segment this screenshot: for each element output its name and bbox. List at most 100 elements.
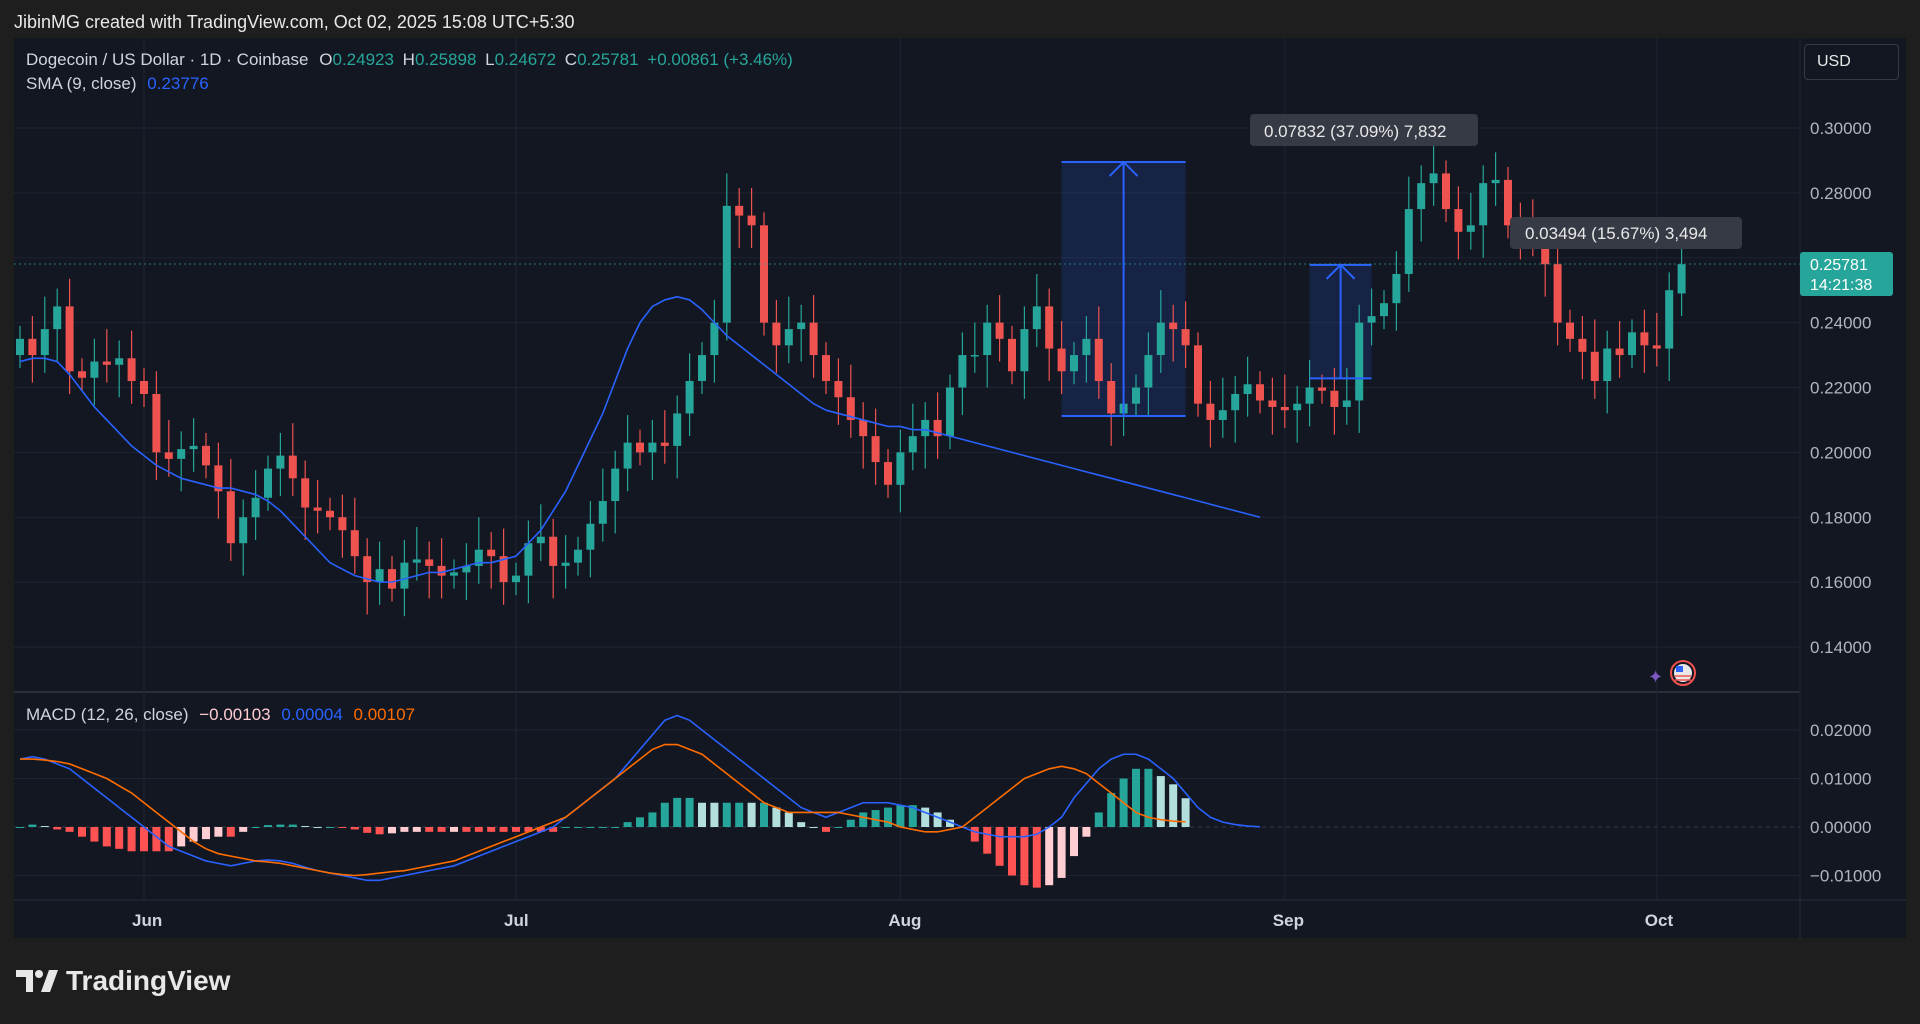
macd-bar: [1032, 827, 1041, 888]
candle-body: [1318, 387, 1326, 391]
candle-body: [1107, 381, 1116, 414]
candle-body: [474, 549, 483, 566]
candle-body: [1442, 173, 1450, 210]
candle-body: [1665, 290, 1674, 349]
sma-line: [19, 295, 1261, 583]
macd-bar: [115, 827, 124, 849]
candle-body: [884, 462, 892, 485]
macd-bar: [747, 802, 756, 827]
macd-bar: [276, 824, 285, 827]
currency-button[interactable]: USD: [1804, 44, 1899, 80]
candle-body: [53, 306, 62, 330]
price-axis: 0.300000.280000.260000.240000.220000.200…: [1810, 119, 1881, 886]
open-value: 0.24923: [332, 50, 394, 69]
candle-body: [1590, 351, 1599, 382]
candle-body: [871, 436, 880, 463]
macd-bar: [140, 827, 148, 852]
candle-body: [1045, 306, 1054, 349]
candle-body: [1541, 238, 1550, 265]
candle-body: [1355, 322, 1364, 401]
macd-bar: [797, 822, 806, 827]
macd-bar: [598, 827, 607, 828]
macd-bar: [202, 827, 210, 840]
measure-label-2[interactable]: 0.03494 (15.67%) 3,494: [1510, 217, 1742, 249]
candle-body: [1008, 338, 1016, 372]
candle-body: [16, 338, 24, 356]
tradingview-logo[interactable]: TradingView: [16, 965, 230, 997]
candle-body: [1578, 338, 1587, 352]
measure-arrow-head: [1325, 263, 1356, 280]
macd-bar: [350, 827, 359, 830]
measure-arrow-head: [1108, 160, 1139, 177]
candle-body: [115, 358, 124, 365]
macd-bar: [921, 807, 930, 827]
candle-body: [536, 536, 545, 544]
candle-body: [28, 338, 37, 356]
macd-bar: [884, 807, 892, 827]
low-label: L: [485, 50, 495, 69]
price-tick-label: 0.20000: [1810, 443, 1871, 462]
macd-bar: [487, 827, 496, 832]
last-price-countdown: 14:21:38: [1810, 277, 1872, 294]
macd-bar: [16, 827, 24, 828]
symbol-name[interactable]: Dogecoin / US Dollar · 1D · Coinbase: [26, 50, 309, 69]
candle-body: [1417, 183, 1426, 210]
close-label: C: [564, 50, 578, 69]
candle-body: [524, 543, 533, 576]
candle-body: [1156, 322, 1165, 356]
candle-body: [549, 536, 558, 566]
measure-label-1[interactable]: 0.07832 (37.09%) 7,832: [1250, 114, 1478, 146]
candle-body: [983, 322, 992, 356]
chart-frame[interactable]: [14, 38, 1906, 938]
event-flag-icon[interactable]: ✦: [1648, 660, 1696, 687]
macd-legend[interactable]: MACD (12, 26, close) −0.00103 0.00004 0.…: [26, 705, 415, 725]
macd-bar: [896, 805, 905, 827]
price-tick-label: 0.30000: [1810, 119, 1871, 138]
candle-body: [822, 355, 830, 382]
chart-attribution: JibinMG created with TradingView.com, Oc…: [14, 12, 575, 32]
macd-bar: [264, 825, 272, 827]
macd-bar: [1008, 827, 1016, 876]
macd-bar: [313, 827, 322, 828]
candle-body: [251, 497, 260, 518]
candle-body: [400, 562, 409, 589]
candle-body: [1218, 410, 1227, 420]
macd-bar: [623, 822, 632, 827]
macd-bar: [1156, 776, 1165, 827]
candle-body: [1553, 264, 1562, 323]
candle-body: [40, 329, 49, 356]
macd-bar: [933, 812, 942, 827]
candle-body: [1640, 332, 1649, 346]
macd-bar: [1181, 798, 1190, 827]
candle-body: [264, 468, 272, 498]
macd-bar: [1082, 827, 1091, 837]
candle-body: [586, 523, 595, 550]
candle-body: [921, 419, 930, 437]
macd-bar: [660, 802, 669, 827]
macd-bar: [834, 827, 843, 828]
candle-body: [1479, 183, 1488, 226]
low-value: 0.24672: [494, 50, 557, 69]
candle-body: [177, 449, 186, 459]
macd-bar: [636, 817, 644, 827]
candle-body: [1404, 209, 1413, 274]
macd-bar: [648, 812, 657, 827]
last-price-tag: 0.25781 14:21:38: [14, 252, 1893, 296]
candle-body: [152, 393, 161, 453]
candle-body: [834, 381, 843, 398]
macd-bar: [772, 807, 781, 827]
candle-body: [1243, 384, 1252, 394]
macd-bar: [288, 824, 297, 827]
candle-body: [276, 455, 285, 469]
candle-body: [1429, 173, 1438, 184]
macd-bar: [53, 827, 62, 830]
macd-bar: [102, 827, 111, 847]
macd-tick-label: 0.00000: [1810, 818, 1871, 837]
high-value: 0.25898: [414, 50, 477, 69]
macd-bar: [859, 812, 868, 827]
sparkle-icon: ✦: [1648, 667, 1663, 687]
macd-bar: [698, 802, 706, 827]
sma-legend[interactable]: SMA (9, close) 0.23776: [26, 74, 209, 94]
macd-bar: [214, 827, 223, 837]
